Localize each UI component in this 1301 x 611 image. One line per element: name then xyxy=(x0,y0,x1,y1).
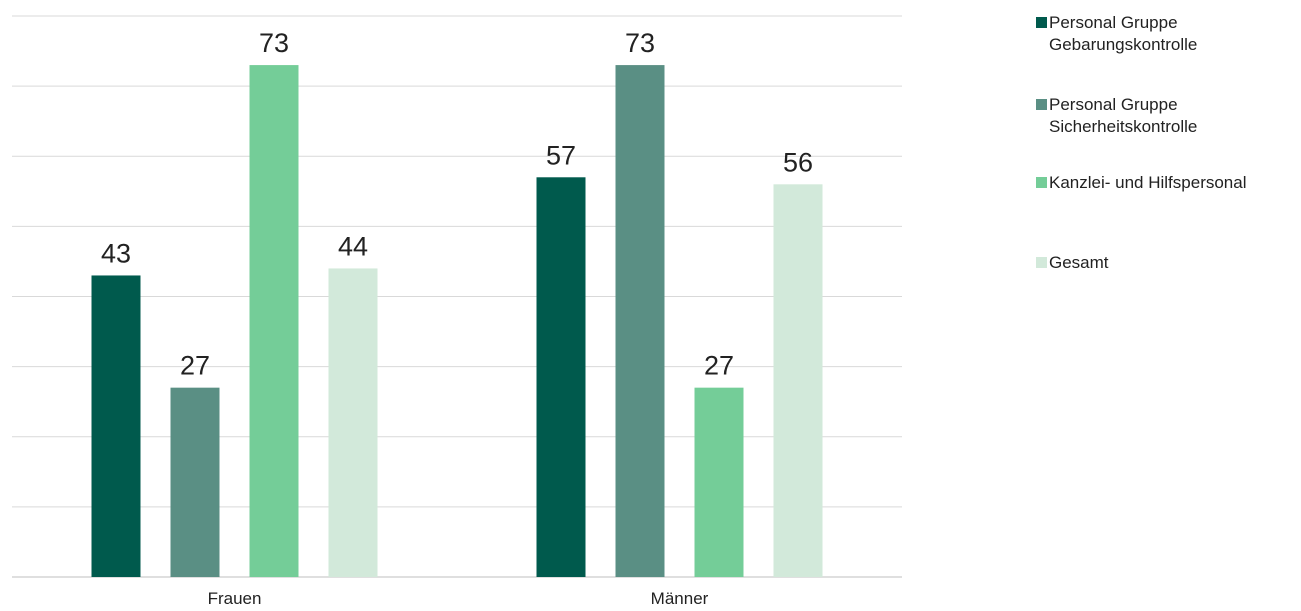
data-label: 73 xyxy=(259,28,289,58)
data-label: 56 xyxy=(783,147,813,177)
bar xyxy=(773,184,823,578)
legend-label-gebarungskontrolle-line-1: Personal Gruppe xyxy=(1049,13,1178,32)
bar xyxy=(536,177,586,577)
bar xyxy=(615,65,665,578)
legend-swatch-gebarungskontrolle xyxy=(1036,17,1047,28)
data-label: 57 xyxy=(546,140,576,170)
chart-legend: Personal Gruppe Gebarungskontrolle Perso… xyxy=(1036,12,1298,274)
bar xyxy=(328,268,378,577)
data-label: 73 xyxy=(625,28,655,58)
legend-label-kanzlei-hilfspersonal: Kanzlei- und Hilfspersonal xyxy=(1049,173,1247,192)
legend-item-gesamt: Gesamt xyxy=(1036,252,1298,274)
category-label: Männer xyxy=(651,589,709,608)
legend-item-sicherheitskontrolle: Personal Gruppe Sicherheitskontrolle xyxy=(1036,94,1298,142)
legend-swatch-gesamt xyxy=(1036,257,1047,268)
legend-item-gebarungskontrolle: Personal Gruppe Gebarungskontrolle xyxy=(1036,12,1298,60)
data-label: 27 xyxy=(180,351,210,381)
legend-label-gesamt: Gesamt xyxy=(1049,253,1109,272)
bar xyxy=(694,387,744,577)
legend-label-gebarungskontrolle-line-2: Gebarungskontrolle xyxy=(1049,35,1198,54)
legend-item-kanzlei-hilfspersonal: Kanzlei- und Hilfspersonal xyxy=(1036,172,1298,194)
legend-label-sicherheitskontrolle-line-1: Personal Gruppe xyxy=(1049,95,1178,114)
category-label: Frauen xyxy=(208,589,262,608)
data-label: 27 xyxy=(704,351,734,381)
bar xyxy=(170,387,220,577)
data-label: 44 xyxy=(338,231,368,261)
bar xyxy=(91,275,141,577)
legend-swatch-sicherheitskontrolle xyxy=(1036,99,1047,110)
legend-swatch-kanzlei-hilfspersonal xyxy=(1036,177,1047,188)
data-label: 43 xyxy=(101,238,131,268)
legend-label-sicherheitskontrolle-line-2: Sicherheitskontrolle xyxy=(1049,117,1198,136)
bar xyxy=(249,65,299,578)
